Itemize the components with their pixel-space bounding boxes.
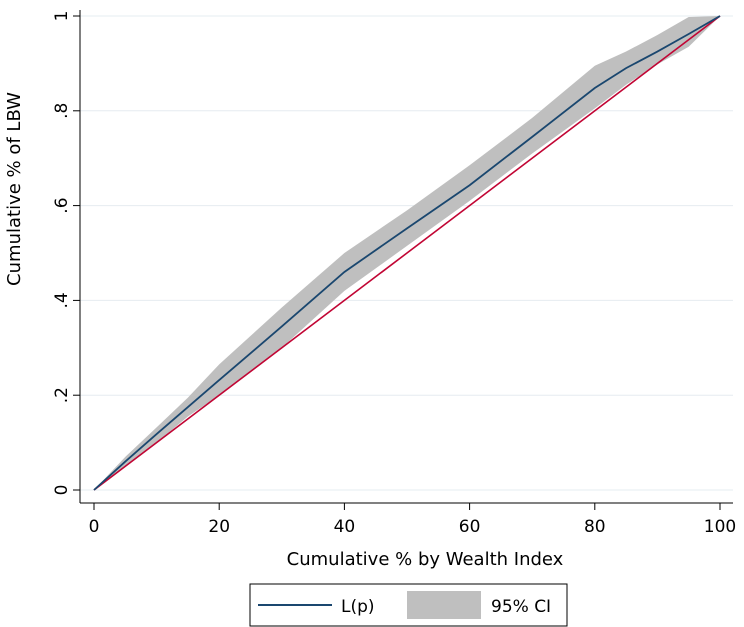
ticks: 0 20 40 60 80 100 0 .2 .4 .6 .8 1 [52, 11, 736, 537]
x-tick-label-0: 0 [89, 517, 100, 537]
lp-curve [93, 15, 721, 491]
y-tick-label-4: .8 [52, 103, 72, 119]
lines-layer [93, 15, 721, 491]
y-tick-label-0: 0 [52, 485, 72, 496]
x-tick-label-5: 100 [704, 517, 736, 537]
legend-label-lp: L(p) [341, 597, 375, 617]
equality-line [93, 15, 721, 491]
x-tick-label-1: 20 [208, 517, 230, 537]
legend: L(p) 95% CI [249, 583, 568, 627]
x-axis-title: Cumulative % by Wealth Index [287, 549, 564, 570]
y-tick-label-3: .6 [52, 197, 72, 213]
y-tick-label-5: 1 [52, 11, 72, 22]
x-tick-label-3: 60 [459, 517, 481, 537]
legend-swatch-ci [407, 591, 481, 619]
legend-label-ci: 95% CI [491, 597, 551, 617]
y-tick-label-1: .2 [52, 387, 72, 403]
x-tick-label-4: 80 [584, 517, 606, 537]
gridlines [80, 15, 733, 491]
y-tick-label-2: .4 [52, 292, 72, 308]
y-axis-title: Cumulative % of LBW [4, 92, 25, 286]
x-tick-label-2: 40 [334, 517, 356, 537]
